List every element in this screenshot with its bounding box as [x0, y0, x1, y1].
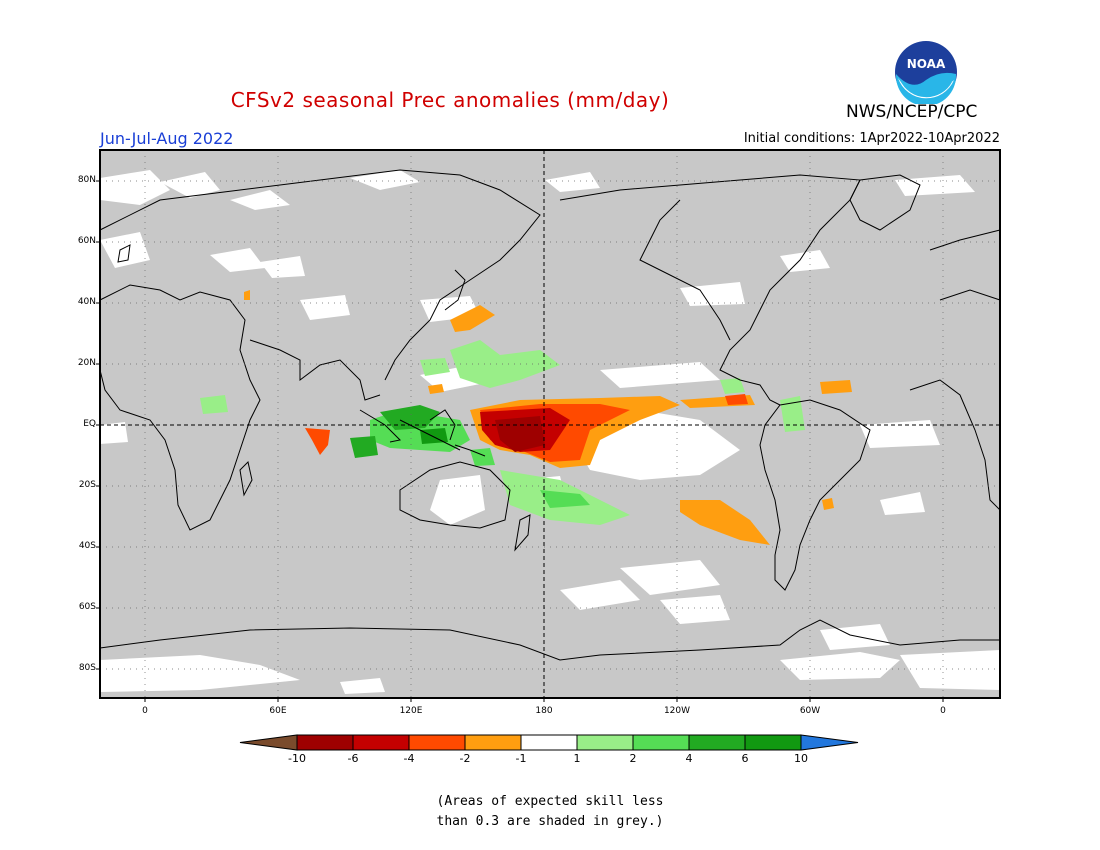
colorbar-box [632, 734, 690, 751]
lat-label-60n: 60N [77, 236, 96, 246]
map-frame [99, 149, 1001, 699]
colorbar-tick-label: -2 [459, 752, 471, 765]
lon-label-0-right: 0 [940, 706, 946, 716]
lon-label-60w: 60W [799, 706, 821, 716]
colorbar-box [576, 734, 634, 751]
coastlines [99, 169, 1001, 661]
season-label: Jun-Jul-Aug 2022 [100, 129, 234, 148]
colorbar-tick-label: -4 [403, 752, 415, 765]
lat-label-40s: 40S [78, 541, 96, 551]
colorbar-box [408, 734, 466, 751]
colorbar-tick-label: -1 [515, 752, 527, 765]
colorbar-box [296, 734, 354, 751]
colorbar-tick-label: 6 [741, 752, 749, 765]
colorbar-arrow-high [800, 734, 859, 751]
lat-label-eq: EQ [83, 419, 96, 429]
lon-label-180: 180 [535, 706, 553, 716]
colorbar-tick-label: 10 [794, 752, 808, 765]
equator-dateline [100, 150, 1000, 698]
footnote-line-2: than 0.3 are shaded in grey.) [436, 814, 664, 829]
lon-label-120e: 120E [399, 706, 423, 716]
graticule [100, 150, 1000, 698]
lat-label-20n: 20N [77, 358, 96, 368]
lat-label-40n: 40N [77, 297, 96, 307]
colorbar-tick-label: 2 [629, 752, 637, 765]
lat-label-20s: 20S [78, 480, 96, 490]
wet-anomaly-areas [200, 340, 805, 525]
lon-label-0: 0 [142, 706, 148, 716]
map-title: CFSv2 seasonal Prec anomalies (mm/day) [230, 88, 670, 112]
dry-anomaly-areas [244, 290, 852, 545]
lat-label-80n: 80N [77, 175, 96, 185]
skill-footnote: (Areas of expected skill less than 0.3 a… [0, 792, 1100, 832]
colorbar-box [744, 734, 802, 751]
lat-label-80s: 80S [78, 663, 96, 673]
colorbar-tick-label: 4 [685, 752, 693, 765]
agency-label: NWS/NCEP/CPC [846, 102, 978, 122]
colorbar-box [688, 734, 746, 751]
lon-label-120w: 120W [663, 706, 691, 716]
colorbar-box [464, 734, 522, 751]
colorbar-tick-label: -6 [347, 752, 359, 765]
lat-label-60s: 60S [78, 602, 96, 612]
logo-text: NOAA [907, 57, 946, 71]
colorbar-tick-label: 1 [573, 752, 581, 765]
initial-conditions-label: Initial conditions: 1Apr2022-10Apr2022 [743, 131, 1000, 146]
colorbar-arrow-low [239, 734, 298, 751]
colorbar-tick-label: -10 [288, 752, 306, 765]
axis-ticks [96, 180, 944, 702]
colorbar-box [520, 734, 578, 751]
lon-label-60e: 60E [269, 706, 287, 716]
noaa-logo-icon: NOAA [895, 41, 957, 104]
colorbar-box [352, 734, 410, 751]
footnote-line-1: (Areas of expected skill less [436, 794, 664, 809]
